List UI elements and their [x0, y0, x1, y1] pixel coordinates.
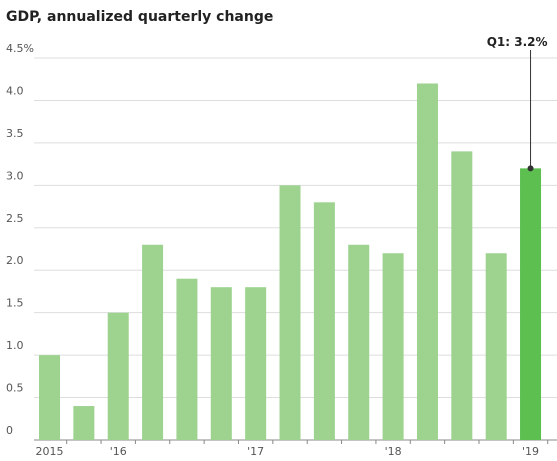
- y-tick-label: 3.5: [6, 127, 24, 140]
- bar: [73, 406, 95, 440]
- y-tick-label: 0.5: [6, 382, 24, 395]
- x-tick-label: '19: [522, 445, 539, 458]
- y-tick-label: 4.5%: [6, 42, 34, 55]
- y-tick-label: 3.0: [6, 169, 24, 182]
- y-tick-label: 2.5: [6, 212, 24, 225]
- chart-title: GDP, annualized quarterly change: [6, 9, 273, 25]
- bar: [382, 253, 404, 440]
- bar: [245, 287, 267, 440]
- bar: [142, 244, 164, 440]
- bar: [451, 151, 473, 440]
- y-tick-label: 1.0: [6, 339, 24, 352]
- annotation-dot: [527, 165, 534, 172]
- bar: [210, 287, 232, 440]
- bar: [520, 168, 542, 440]
- x-tick-label: '17: [247, 445, 264, 458]
- y-tick-label: 0: [6, 424, 13, 437]
- bar: [107, 312, 129, 440]
- bar: [176, 278, 198, 440]
- annotation: Q1: 3.2%: [487, 35, 548, 49]
- y-tick-label: 2.0: [6, 254, 24, 267]
- bar: [348, 244, 370, 440]
- bar: [313, 202, 335, 440]
- x-tick-label: '18: [385, 445, 402, 458]
- bar: [416, 83, 438, 440]
- bar: [279, 185, 301, 440]
- x-tick-label: 2015: [36, 445, 64, 458]
- x-tick-label: '16: [110, 445, 127, 458]
- bar: [39, 355, 60, 440]
- bar: [485, 253, 507, 440]
- y-tick-label: 1.5: [6, 297, 24, 310]
- y-tick-label: 4.0: [6, 84, 24, 97]
